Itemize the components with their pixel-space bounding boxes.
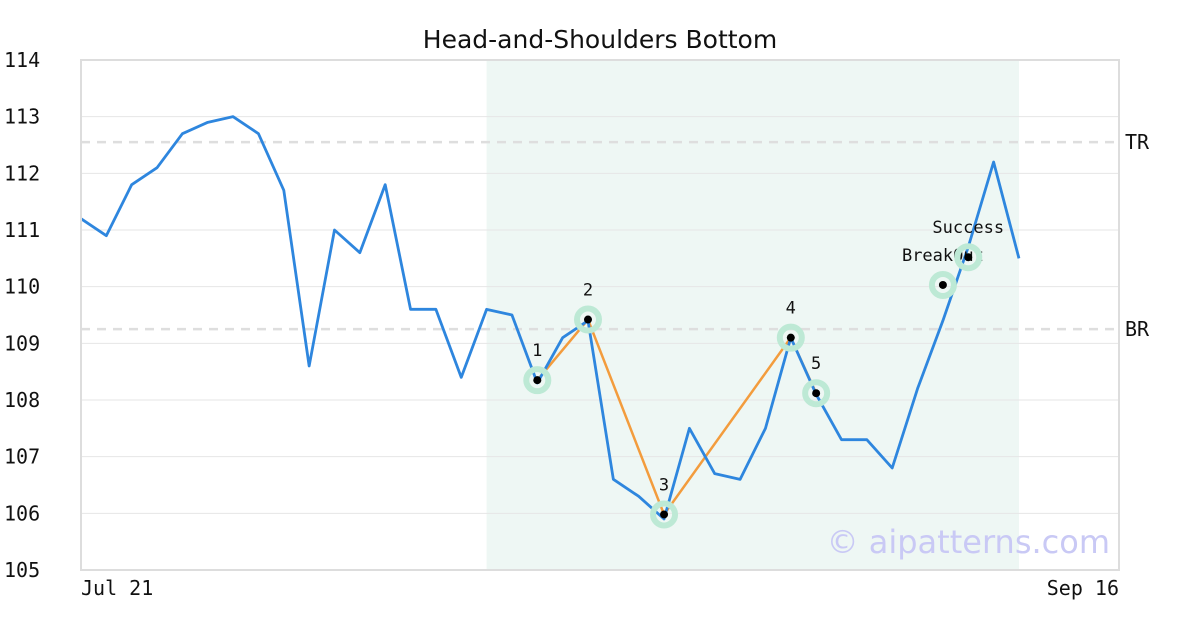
pattern-point-ring [523, 366, 552, 395]
y-tick-label: 108 [4, 388, 40, 412]
pattern-point-dot [533, 376, 542, 385]
pattern-markers: 1 2 3 4 5 BreakOut Success [523, 218, 1004, 529]
pattern-point-label: 3 [659, 475, 669, 495]
plot-frame [80, 59, 1120, 571]
event-label: BreakOut [902, 246, 984, 266]
y-tick-label: 107 [4, 445, 40, 469]
event-point-ring [928, 270, 957, 299]
pattern-point-ring [802, 379, 831, 408]
pattern-region [486, 60, 1019, 570]
pattern-point-dot [812, 389, 821, 398]
event-point-dot [964, 253, 973, 262]
pattern-point-dot [786, 333, 795, 342]
level-label: TR [1125, 130, 1150, 154]
pattern-point-ring [650, 500, 679, 529]
y-tick-label: 110 [4, 275, 40, 299]
pattern-point-label: 2 [583, 281, 593, 301]
y-tick-label: 106 [4, 501, 40, 525]
y-tick-label: 109 [4, 331, 40, 355]
event-point-ring [954, 243, 983, 272]
chart-title: Head-and-Shoulders Bottom [423, 25, 777, 54]
x-tick-label: Sep 16 [1047, 576, 1119, 600]
event-label: Success [932, 218, 1004, 238]
pattern-point-label: 1 [532, 341, 542, 361]
price-line [80, 115, 1021, 521]
x-axis: Jul 21 Sep 16 [81, 576, 1119, 600]
level-label: BR [1125, 317, 1150, 341]
pattern-point-dot [660, 510, 669, 519]
pattern-point-label: 5 [811, 354, 821, 374]
y-tick-label: 112 [4, 161, 40, 185]
level-lines: TR BR [81, 130, 1150, 341]
watermark: © aipatterns.com [827, 523, 1110, 561]
y-tick-label: 114 [4, 48, 40, 72]
y-tick-label: 111 [4, 218, 40, 242]
pattern-point-ring [776, 323, 805, 352]
y-tick-label: 113 [4, 105, 40, 129]
pattern-point-label: 4 [786, 299, 796, 319]
pattern-point-dot [584, 315, 592, 324]
x-tick-label: Jul 21 [81, 576, 153, 600]
y-axis: 105 106 107 108 109 110 111 112 113 114 [4, 48, 40, 582]
y-tick-label: 105 [4, 558, 40, 582]
event-point-dot [938, 280, 947, 289]
pattern-point-ring [574, 305, 602, 334]
